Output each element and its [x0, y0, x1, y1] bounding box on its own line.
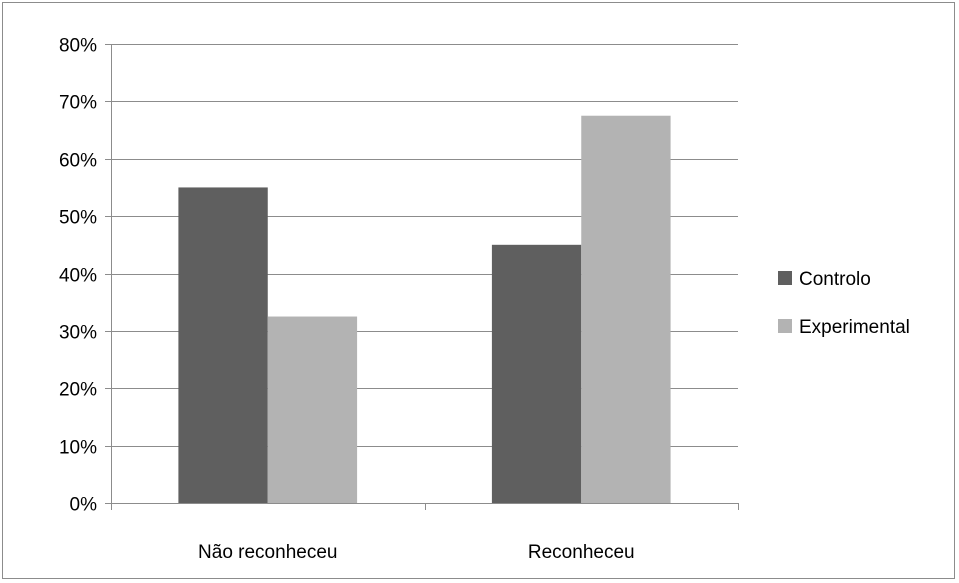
- y-tick-label: 50%: [59, 208, 97, 229]
- y-tick-label: 30%: [59, 323, 97, 344]
- legend-label-experimental: Experimental: [799, 317, 910, 338]
- x-category-label: Não reconheceu: [198, 542, 337, 563]
- y-tick-labels: 0% 10% 20% 30% 40% 50% 60% 70% 80%: [59, 36, 97, 516]
- bar-experimental-0: [267, 316, 358, 503]
- y-tick-label: 10%: [59, 438, 97, 459]
- legend-label-controlo: Controlo: [799, 269, 871, 290]
- y-tick-label: 80%: [59, 36, 97, 57]
- y-tick-label: 40%: [59, 266, 97, 287]
- bars: [178, 115, 671, 503]
- legend: Controlo Experimental: [778, 269, 910, 338]
- x-category-labels: Não reconheceu Reconheceu: [198, 542, 635, 563]
- x-category-label: Reconheceu: [528, 542, 635, 563]
- bar-experimental-1: [581, 115, 671, 503]
- bar-controlo-0: [178, 187, 268, 503]
- bar-controlo-1: [491, 244, 582, 503]
- y-tick-label: 20%: [59, 380, 97, 401]
- y-tick-label: 70%: [59, 93, 97, 114]
- legend-swatch-experimental: [778, 319, 792, 333]
- axes: [105, 44, 739, 510]
- legend-swatch-controlo: [778, 271, 792, 285]
- y-tick-label: 0%: [70, 495, 98, 516]
- y-tick-label: 60%: [59, 151, 97, 172]
